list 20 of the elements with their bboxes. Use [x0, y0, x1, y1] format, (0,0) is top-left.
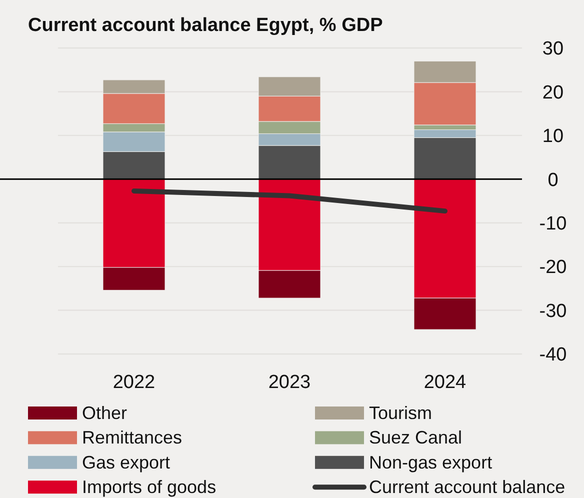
x-tick-label: 2022	[112, 372, 156, 393]
y-tick-label: -30	[539, 300, 567, 322]
y-tick-label: 0	[548, 170, 558, 191]
x-tick-label: 2023	[268, 372, 311, 393]
chart-title: Current account balance Egypt, % GDP	[28, 15, 384, 36]
x-tick-label: 2024	[424, 372, 467, 393]
y-tick-label: -40	[539, 344, 567, 366]
y-tick-label: -20	[539, 257, 567, 278]
legend-label: Gas export	[82, 452, 170, 472]
legend-label: Other	[82, 403, 128, 423]
legend-label: Imports of goods	[82, 477, 216, 498]
y-tick-label: -10	[539, 214, 567, 235]
y-tick-label: 10	[542, 126, 564, 148]
legend-label: Remittances	[82, 428, 182, 448]
legend-label: Suez Canal	[369, 428, 462, 448]
legend-label: Tourism	[369, 403, 432, 423]
y-tick-label: 30	[542, 38, 564, 60]
legend-label: Non-gas export	[369, 452, 492, 472]
y-tick-label: 20	[542, 82, 564, 104]
legend-label: Current account balance	[369, 477, 566, 498]
